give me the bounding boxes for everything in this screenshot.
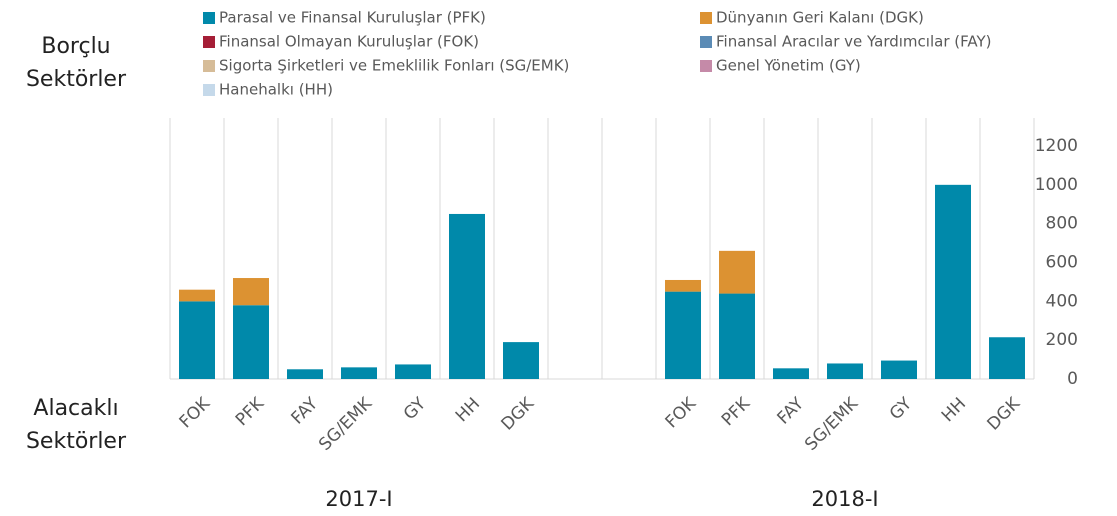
x-tick-label: FOK <box>662 393 701 432</box>
x-tick-label: DGK <box>983 393 1024 434</box>
x-tick-label: PFK <box>718 393 755 430</box>
bar-segment <box>233 305 269 379</box>
legend-item: Finansal Aracılar ve Yardımcılar (FAY) <box>700 33 991 51</box>
bar-segment <box>665 279 701 292</box>
legend-label: Parasal ve Finansal Kuruluşlar (PFK) <box>219 9 486 27</box>
legend-label: Hanehalkı (HH) <box>219 81 333 99</box>
legend-swatch <box>700 36 712 48</box>
legend-label: Finansal Aracılar ve Yardımcılar (FAY) <box>716 33 991 51</box>
legend-swatch <box>700 12 712 24</box>
legend-swatch <box>203 36 215 48</box>
legend-item: Finansal Olmayan Kuruluşlar (FOK) <box>203 33 479 51</box>
x-tick-label: DGK <box>497 393 538 434</box>
x-tick-label: GY <box>400 393 431 424</box>
x-tick-label: HH <box>452 394 484 426</box>
y-tick-label: 1000 <box>1035 175 1078 195</box>
group-label: 2018-I <box>811 487 878 511</box>
legend-swatch <box>203 12 215 24</box>
bar-segment <box>719 293 755 379</box>
x-axis-bottom-label: Alacaklı Sektörler <box>26 396 127 454</box>
x-tick-label: GY <box>886 393 917 424</box>
legend-item: Hanehalkı (HH) <box>203 81 333 99</box>
y-tick-label: 200 <box>1046 330 1078 350</box>
y-tick-label: 400 <box>1046 291 1078 311</box>
y-tick-label: 1200 <box>1035 136 1078 156</box>
bar-segment <box>179 301 215 379</box>
bar-segment <box>449 213 485 379</box>
legend-item: Parasal ve Finansal Kuruluşlar (PFK) <box>203 9 486 27</box>
x-tick-label: PFK <box>232 393 269 430</box>
x-tick-label: SG/EMK <box>801 393 863 455</box>
legend-label: Dünyanın Geri Kalanı (DGK) <box>716 9 924 27</box>
bar-segment <box>179 289 215 302</box>
bar-segment <box>503 342 539 379</box>
y-tick-label: 0 <box>1067 369 1078 389</box>
x-tick-label: FAY <box>287 394 322 429</box>
legend-swatch <box>700 60 712 72</box>
label-line: Borçlu <box>41 34 110 59</box>
bar-segment <box>881 360 917 379</box>
bar-segment <box>665 291 701 379</box>
legend-item: Sigorta Şirketleri ve Emeklilik Fonları … <box>203 57 569 75</box>
x-tick-label: FOK <box>176 393 215 432</box>
x-tick-label: SG/EMK <box>315 393 377 455</box>
label-line: Sektörler <box>26 429 127 454</box>
bar-segment <box>395 364 431 379</box>
bar-segment <box>773 368 809 379</box>
legend-label: Finansal Olmayan Kuruluşlar (FOK) <box>219 33 479 51</box>
y-tick-label: 600 <box>1046 253 1078 273</box>
bar-segment <box>719 250 755 294</box>
legend-swatch <box>203 60 215 72</box>
x-tick-label: HH <box>938 394 970 426</box>
y-tick-label: 800 <box>1046 214 1078 234</box>
bar-segment <box>827 363 863 379</box>
label-line: Sektörler <box>26 67 127 92</box>
x-tick-label: FAY <box>773 394 808 429</box>
label-line: Alacaklı <box>33 396 118 421</box>
bar-segment <box>989 337 1025 379</box>
bar-segment <box>287 369 323 379</box>
y-axis-top-label: Borçlu Sektörler <box>26 34 127 92</box>
legend-label: Genel Yönetim (GY) <box>716 57 861 75</box>
group-label: 2017-I <box>325 487 392 511</box>
legend-item: Genel Yönetim (GY) <box>700 57 861 75</box>
legend-item: Dünyanın Geri Kalanı (DGK) <box>700 9 924 27</box>
legend-label: Sigorta Şirketleri ve Emeklilik Fonları … <box>219 57 569 75</box>
bar-segment <box>233 278 269 306</box>
bar-segment <box>341 367 377 379</box>
bar-segment <box>935 184 971 379</box>
legend-swatch <box>203 84 215 96</box>
